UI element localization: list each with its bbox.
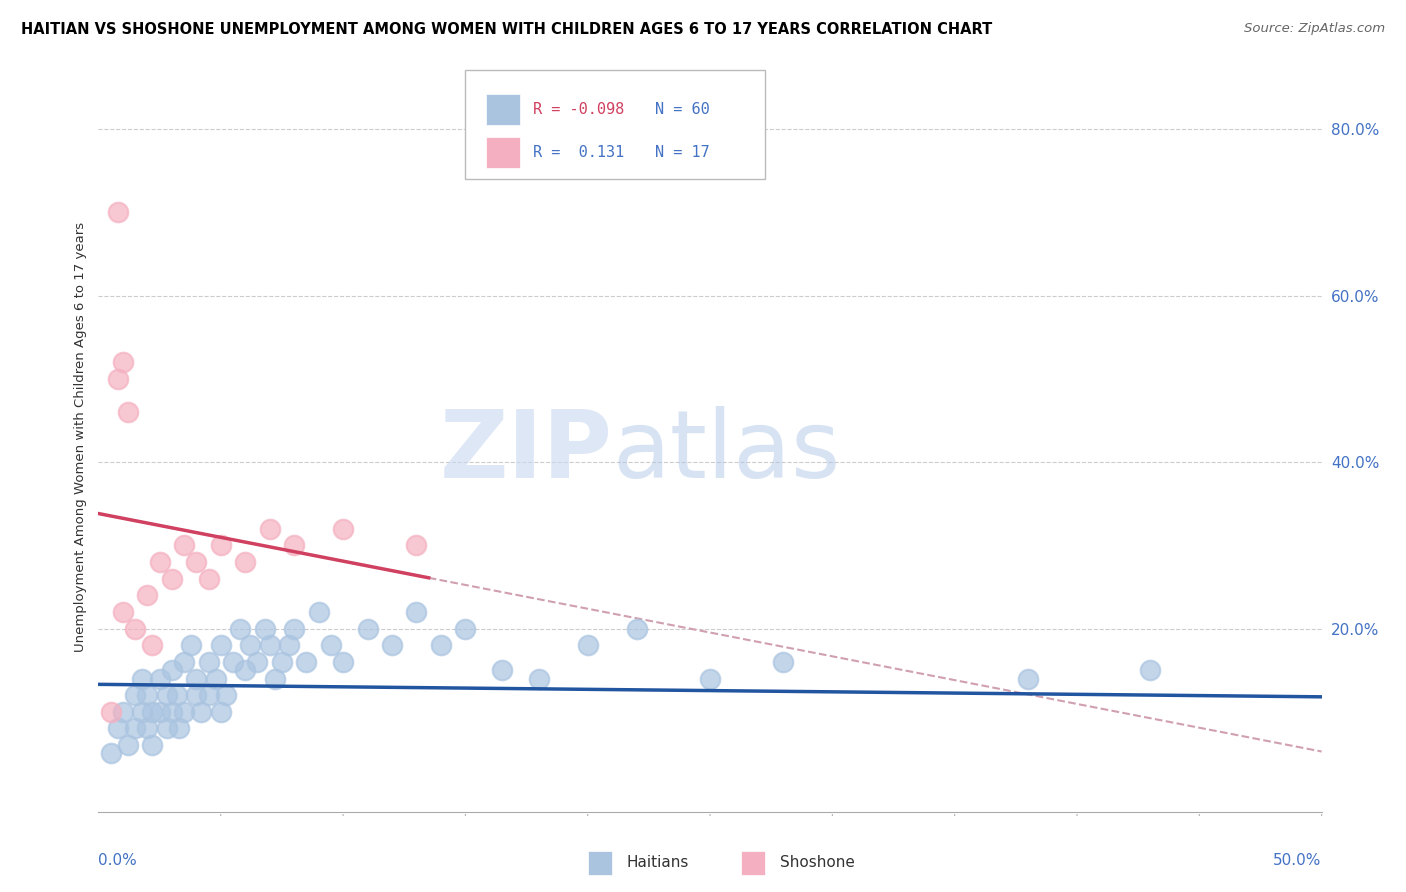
Point [197, 572, 219, 586]
Point [772, 655, 794, 669]
Point [117, 405, 139, 419]
Point [173, 538, 195, 552]
Point [156, 722, 179, 736]
Point [173, 705, 195, 719]
Point [430, 638, 453, 652]
Text: N = 60: N = 60 [655, 103, 710, 117]
Bar [588, 851, 612, 875]
Text: R = -0.098: R = -0.098 [533, 103, 624, 117]
Point [405, 538, 427, 552]
Point [263, 672, 285, 686]
Point [209, 705, 232, 719]
Point [197, 655, 219, 669]
Point [100, 747, 122, 761]
Point [107, 722, 129, 736]
Point [160, 705, 183, 719]
Point [149, 705, 172, 719]
Point [160, 663, 183, 677]
FancyBboxPatch shape [465, 70, 765, 178]
Point [527, 672, 550, 686]
Point [107, 372, 129, 386]
Point [136, 722, 159, 736]
Point [166, 688, 188, 702]
Text: Haitians: Haitians [627, 855, 689, 871]
Text: ZIP: ZIP [439, 406, 612, 498]
Point [1017, 672, 1039, 686]
Point [131, 672, 153, 686]
Bar [486, 94, 520, 125]
Point [124, 722, 146, 736]
Point [246, 655, 269, 669]
Text: R =  0.131: R = 0.131 [533, 145, 624, 160]
Point [190, 705, 212, 719]
Point [214, 688, 236, 702]
Point [576, 638, 599, 652]
Point [308, 605, 330, 619]
Point [253, 622, 276, 636]
Point [149, 672, 172, 686]
Point [1139, 663, 1161, 677]
Point [111, 705, 134, 719]
Point [167, 722, 190, 736]
Point [111, 605, 134, 619]
Point [381, 638, 404, 652]
Point [233, 663, 256, 677]
Point [156, 688, 179, 702]
Point [222, 655, 245, 669]
Point [491, 663, 513, 677]
Point [136, 588, 159, 602]
Point [186, 672, 208, 686]
Point [100, 705, 122, 719]
Point [141, 705, 163, 719]
Point [259, 522, 281, 536]
Point [141, 738, 163, 752]
Point [239, 638, 262, 652]
Point [699, 672, 721, 686]
Point [111, 355, 134, 369]
Bar [486, 136, 520, 168]
Point [197, 688, 219, 702]
Point [141, 638, 163, 652]
Point [295, 655, 318, 669]
Text: N = 17: N = 17 [655, 145, 710, 160]
Point [405, 605, 427, 619]
Text: HAITIAN VS SHOSHONE UNEMPLOYMENT AMONG WOMEN WITH CHILDREN AGES 6 TO 17 YEARS CO: HAITIAN VS SHOSHONE UNEMPLOYMENT AMONG W… [21, 22, 993, 37]
Point [319, 638, 342, 652]
Point [229, 622, 252, 636]
Point [149, 555, 172, 569]
Point [131, 705, 153, 719]
Point [283, 622, 305, 636]
Point [626, 622, 648, 636]
Point [356, 622, 378, 636]
Point [117, 738, 139, 752]
Point [283, 538, 305, 552]
Bar [741, 851, 765, 875]
Point [209, 638, 232, 652]
Point [233, 555, 256, 569]
Point [124, 688, 146, 702]
Text: Shoshone: Shoshone [780, 855, 855, 871]
Text: Source: ZipAtlas.com: Source: ZipAtlas.com [1244, 22, 1385, 36]
Point [186, 555, 208, 569]
Point [107, 205, 129, 219]
Point [454, 622, 477, 636]
Point [160, 572, 183, 586]
Point [186, 688, 208, 702]
Point [332, 655, 354, 669]
Point [205, 672, 228, 686]
Text: 0.0%: 0.0% [98, 853, 138, 868]
Text: atlas: atlas [612, 406, 841, 498]
Text: 50.0%: 50.0% [1274, 853, 1322, 868]
Point [259, 638, 281, 652]
Point [124, 622, 146, 636]
Point [270, 655, 294, 669]
Point [136, 688, 159, 702]
Y-axis label: Unemployment Among Women with Children Ages 6 to 17 years: Unemployment Among Women with Children A… [75, 222, 87, 652]
Point [332, 522, 354, 536]
Point [180, 638, 202, 652]
Point [278, 638, 301, 652]
Point [209, 538, 232, 552]
Point [173, 655, 195, 669]
